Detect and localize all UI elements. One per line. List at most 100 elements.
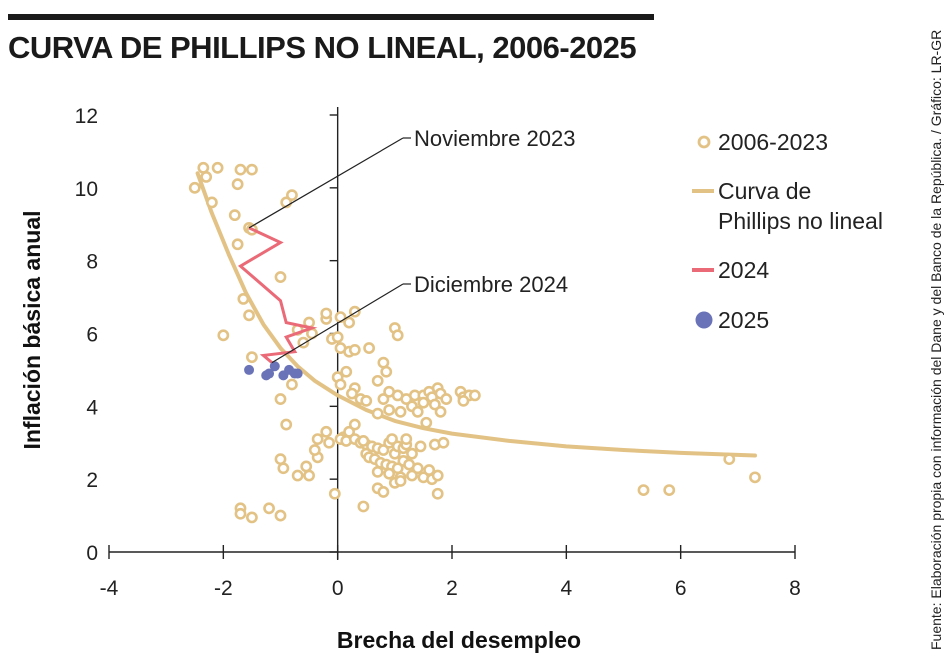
dot-2025	[244, 364, 255, 375]
scatter-point	[411, 405, 424, 418]
line-2024-layer	[237, 226, 318, 364]
scatter-point	[234, 163, 247, 176]
dot-2025	[269, 361, 280, 372]
x-tick-label: 6	[675, 577, 687, 600]
scatter-point	[371, 407, 384, 420]
y-axis-line: 0 2 4 6 8 10 12	[75, 105, 339, 565]
scatter-point	[437, 436, 450, 449]
scatter-point	[468, 389, 481, 402]
scatter-point	[274, 271, 287, 283]
scatter-point	[246, 351, 258, 364]
legend-scatter-marker	[697, 135, 711, 149]
annotation-label: Noviembre 2023	[414, 126, 575, 151]
scatter-point	[377, 393, 390, 405]
x-axis: -4 -2 0 2 4 6 8	[100, 545, 801, 600]
y-tick-label: 10	[75, 178, 98, 201]
scatter-point	[231, 178, 244, 191]
scatter-point	[274, 509, 287, 522]
scatter-point	[277, 462, 290, 475]
scatter-point	[434, 405, 447, 418]
y-tick-label: 8	[86, 251, 98, 274]
y-tick-label: 0	[86, 542, 98, 565]
scatter-point	[363, 342, 376, 354]
x-tick-label: 2	[446, 577, 458, 600]
scatter-point	[334, 342, 347, 354]
legend-2024-label: 2024	[718, 257, 769, 283]
scatter-point	[637, 484, 650, 496]
curve-layer	[195, 171, 757, 458]
scatter-point	[360, 394, 373, 407]
chart-title: CURVA DE PHILLIPS NO LINEAL, 2006-2025	[8, 30, 637, 65]
scatter-point	[391, 329, 404, 342]
annotations: Noviembre 2023 Diciembre 2024	[248, 126, 575, 364]
scatter-point	[377, 444, 390, 456]
scatter-point	[431, 487, 444, 500]
scatter-point	[420, 416, 433, 429]
scatter-point	[414, 440, 427, 453]
x-tick-label: 8	[789, 577, 801, 600]
line-2024	[237, 226, 318, 364]
y-tick-label: 12	[75, 105, 98, 128]
scatter-point	[383, 404, 396, 416]
scatter-point	[286, 189, 298, 202]
scatter-point	[431, 469, 444, 482]
scatter-point	[323, 436, 335, 449]
scatter-point	[334, 378, 347, 391]
scatter-point	[234, 507, 247, 520]
x-tick-label: -4	[100, 577, 119, 600]
scatter-point	[286, 378, 298, 391]
source-note: Fuente: Elaboración propia con informaci…	[928, 29, 944, 650]
dots-2025-layer	[244, 361, 303, 381]
scatter-point	[231, 238, 244, 251]
scatter-point	[749, 471, 761, 484]
scatter-point	[343, 316, 355, 329]
scatter-point	[217, 329, 230, 342]
scatter-point	[723, 453, 736, 466]
scatter-point	[371, 374, 384, 387]
scatter-point	[440, 393, 453, 405]
phillips-curve-line	[195, 171, 757, 458]
y-tick-label: 2	[86, 469, 98, 492]
scatter-point	[348, 418, 361, 431]
annotation-leader-line	[248, 137, 404, 229]
scatter-point	[348, 343, 361, 356]
scatter-point	[371, 465, 384, 478]
scatter-point	[457, 394, 470, 407]
annotation-leader-line	[271, 283, 404, 364]
scatter-point	[320, 425, 333, 438]
scatter-point	[291, 469, 304, 482]
x-tick-label: 4	[560, 577, 572, 600]
legend: 2006-2023 Curva de Phillips no lineal 2024 2…	[692, 129, 883, 333]
scatter-point	[331, 331, 344, 344]
scatter-point	[406, 447, 418, 460]
scatter-point	[300, 460, 313, 473]
y-tick-label: 6	[86, 324, 98, 347]
legend-scatter-label: 2006-2023	[718, 129, 828, 155]
scatter-point	[386, 433, 398, 446]
scatter-point	[211, 161, 224, 174]
x-tick-label: 0	[332, 577, 344, 600]
y-axis-title: Inflación básica anual	[19, 210, 45, 449]
scatter-point	[263, 502, 275, 515]
scatter-point	[308, 444, 321, 456]
scatter-point	[188, 181, 201, 194]
scatter-point	[377, 486, 390, 498]
scatter-point	[246, 163, 258, 176]
scatter-point	[237, 293, 250, 305]
y-tick-label: 4	[86, 396, 98, 419]
scatter-point	[357, 500, 370, 513]
top-rule	[8, 14, 654, 20]
legend-curve-label: Curva de Phillips no lineal	[718, 178, 883, 234]
scatter-point	[246, 511, 258, 524]
scatter-point	[280, 418, 293, 431]
annotation-label: Diciembre 2024	[414, 272, 568, 297]
scatter-point	[346, 387, 358, 400]
scatter-point	[340, 365, 353, 378]
scatter-point	[380, 365, 393, 378]
scatter-point	[400, 433, 413, 446]
scatter-point	[428, 398, 441, 411]
scatter-point	[394, 405, 407, 418]
scatter-point	[423, 464, 436, 476]
scatter-point	[663, 484, 676, 496]
